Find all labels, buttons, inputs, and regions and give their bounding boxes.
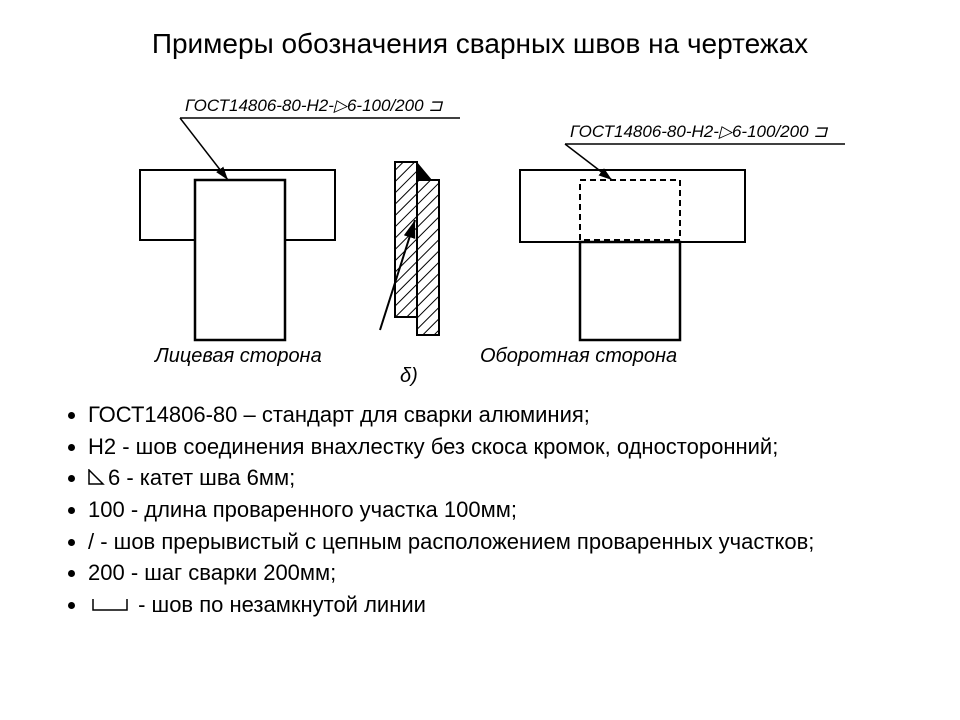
technical-diagram: ГОСТ14806-80-Н2-▷6-100/200 ⊐ ГОСТ14806-8… [100,80,860,390]
sub-label: δ) [400,365,418,388]
caption-right: Оборотная сторона [480,345,677,368]
bullet-7-text: - шов по незамкнутой линии [132,592,426,617]
callout-right-text: ГОСТ14806-80-Н2-▷6-100/200 ⊐ [570,122,828,142]
bullet-3: 6 - катет шва 6мм; [88,463,900,493]
bullet-5: / - шов прерывистый с цепным расположени… [88,527,900,557]
page-title: Примеры обозначения сварных швов на черт… [0,28,960,60]
bullet-list: ГОСТ14806-80 – стандарт для сварки алюми… [60,400,900,624]
bullet-6: 200 - шаг сварки 200мм; [88,558,900,588]
caption-left: Лицевая сторона [155,345,322,368]
bullet-7: - шов по незамкнутой линии [88,590,900,622]
cross-section [380,162,439,335]
bullet-3-text: 6 - катет шва 6мм; [108,465,295,490]
callout-left-text: ГОСТ14806-80-Н2-▷6-100/200 ⊐ [185,96,443,116]
bullet-4: 100 - длина проваренного участка 100мм; [88,495,900,525]
triangle-icon [88,463,106,493]
bullet-1: ГОСТ14806-80 – стандарт для сварки алюми… [88,400,900,430]
bullet-2: Н2 - шов соединения внахлестку без скоса… [88,432,900,462]
right-assembly [520,144,845,340]
open-line-icon [92,590,128,620]
